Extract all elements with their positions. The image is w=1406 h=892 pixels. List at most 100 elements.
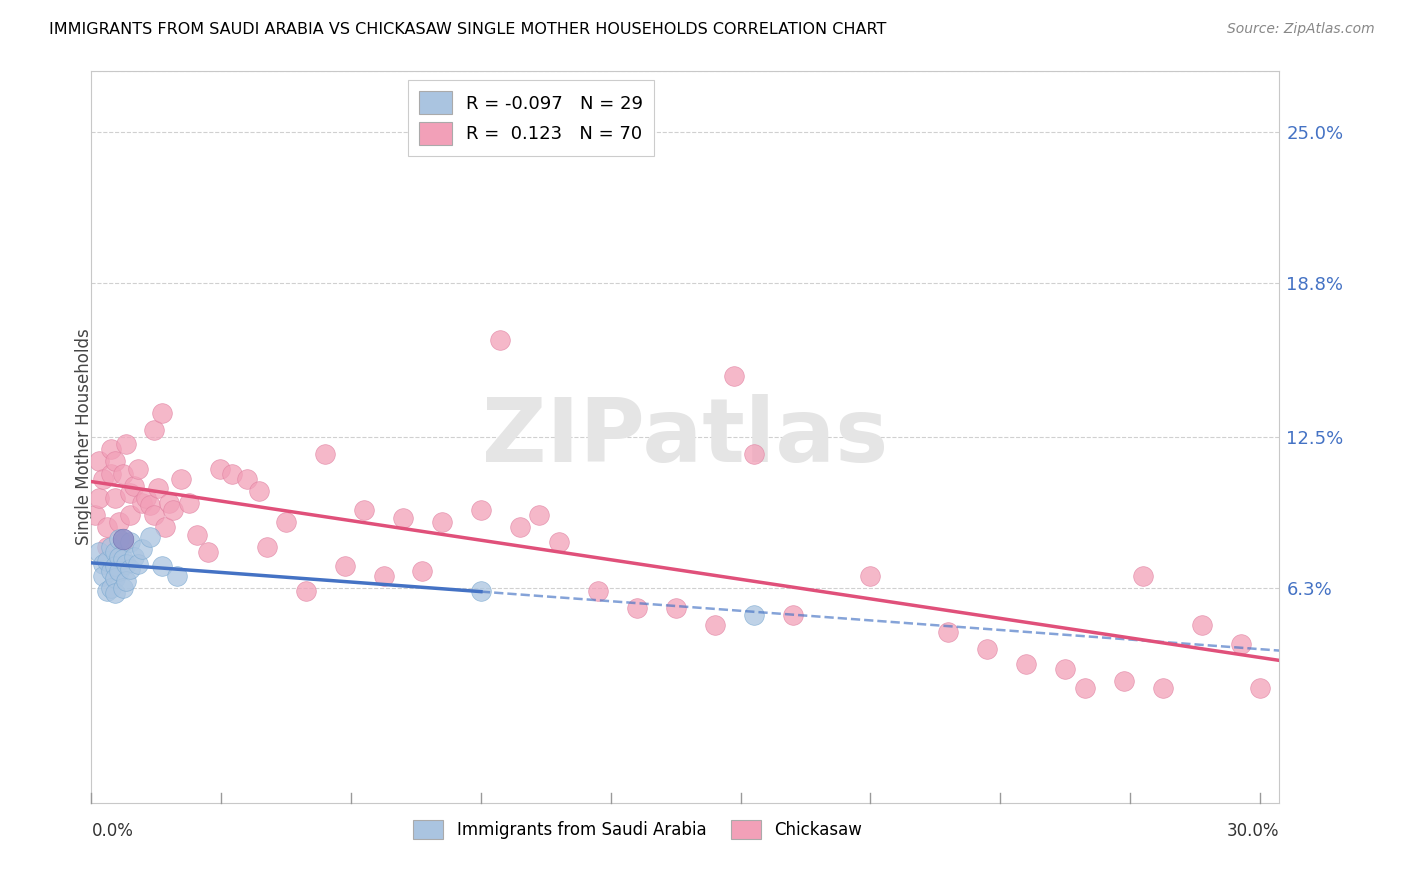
Point [100, 442, 122, 457]
Point [938, 625, 960, 640]
Point [91, 557, 114, 571]
Point [150, 406, 173, 420]
Point [131, 496, 153, 510]
Point [111, 467, 134, 481]
Point [107, 516, 129, 530]
Point [236, 471, 259, 485]
Point [742, 447, 765, 461]
Point [104, 544, 127, 558]
Point [256, 540, 278, 554]
Point [120, 562, 142, 576]
Point [1152, 681, 1174, 696]
Point [104, 572, 127, 586]
Point [142, 508, 165, 522]
Legend: Immigrants from Saudi Arabia, Chickasaw: Immigrants from Saudi Arabia, Chickasaw [406, 814, 869, 846]
Point [1249, 681, 1271, 696]
Point [509, 520, 531, 534]
Point [111, 552, 134, 566]
Point [586, 583, 609, 598]
Text: 0.0%: 0.0% [91, 822, 134, 840]
Point [89, 491, 111, 505]
Text: ZIPatlas: ZIPatlas [482, 393, 889, 481]
Point [155, 520, 177, 534]
Point [111, 535, 134, 549]
Point [111, 533, 134, 547]
Text: IMMIGRANTS FROM SAUDI ARABIA VS CHICKASAW SINGLE MOTHER HOUSEHOLDS CORRELATION C: IMMIGRANTS FROM SAUDI ARABIA VS CHICKASA… [49, 22, 887, 37]
Point [100, 540, 122, 554]
Point [127, 462, 149, 476]
Point [197, 544, 219, 558]
Point [100, 581, 122, 595]
Point [127, 557, 149, 571]
Point [208, 462, 231, 476]
Point [723, 369, 745, 384]
Text: Source: ZipAtlas.com: Source: ZipAtlas.com [1227, 22, 1375, 37]
Point [122, 479, 145, 493]
Point [166, 569, 188, 583]
Point [135, 491, 157, 505]
Point [170, 471, 193, 485]
Point [150, 559, 173, 574]
Point [665, 600, 688, 615]
Point [142, 423, 165, 437]
Point [120, 535, 142, 549]
Point [1112, 673, 1135, 688]
Point [1054, 662, 1077, 676]
Point [120, 508, 142, 522]
Point [162, 503, 184, 517]
Point [139, 499, 162, 513]
Point [107, 549, 129, 564]
Point [703, 617, 725, 632]
Point [782, 608, 804, 623]
Point [221, 467, 243, 481]
Text: 30.0%: 30.0% [1227, 822, 1279, 840]
Point [1073, 681, 1095, 696]
Point [626, 600, 648, 615]
Point [146, 481, 169, 495]
Point [392, 510, 415, 524]
Point [470, 583, 492, 598]
Point [1015, 657, 1038, 671]
Point [1191, 617, 1213, 632]
Point [111, 581, 134, 595]
Point [177, 496, 200, 510]
Point [411, 564, 433, 578]
Point [96, 540, 118, 554]
Point [104, 491, 127, 505]
Point [104, 586, 127, 600]
Point [157, 496, 180, 510]
Point [107, 533, 129, 547]
Point [314, 447, 336, 461]
Point [470, 503, 492, 517]
Point [107, 564, 129, 578]
Point [89, 544, 111, 558]
Point [976, 642, 998, 657]
Point [247, 483, 270, 498]
Point [89, 454, 111, 468]
Point [96, 520, 118, 534]
Point [489, 333, 512, 347]
Point [333, 559, 356, 574]
Point [84, 508, 107, 522]
Point [115, 574, 138, 588]
Point [131, 542, 153, 557]
Point [100, 564, 122, 578]
Point [1229, 637, 1251, 651]
Point [742, 608, 765, 623]
Point [104, 454, 127, 468]
Point [373, 569, 395, 583]
Y-axis label: Single Mother Households: Single Mother Households [76, 329, 93, 545]
Point [294, 583, 316, 598]
Point [353, 503, 375, 517]
Point [96, 554, 118, 568]
Point [100, 467, 122, 481]
Point [96, 583, 118, 598]
Point [115, 437, 138, 451]
Point [276, 516, 298, 530]
Point [120, 486, 142, 500]
Point [859, 569, 882, 583]
Point [91, 471, 114, 485]
Point [91, 569, 114, 583]
Point [430, 516, 453, 530]
Point [122, 549, 145, 564]
